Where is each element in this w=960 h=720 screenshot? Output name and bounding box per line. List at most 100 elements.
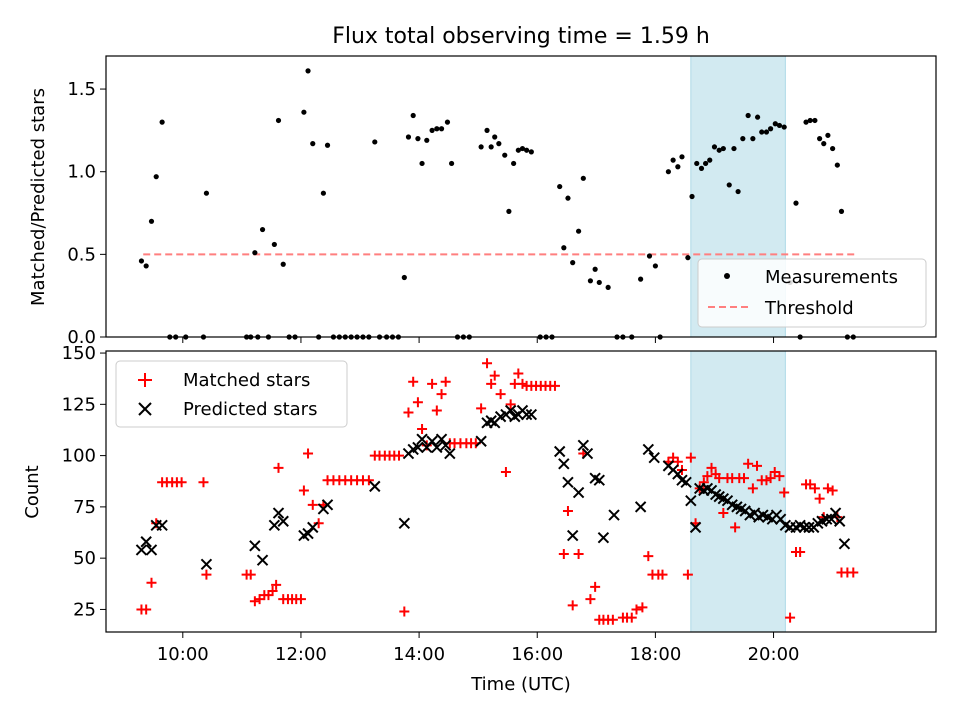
measurement-point [592, 266, 598, 272]
matched-star-point [743, 458, 754, 469]
measurement-point [372, 139, 378, 145]
bottom-plot-frame [105, 350, 937, 633]
predicted-star-point [302, 527, 314, 540]
y-tick-label: 150 [62, 343, 96, 364]
measurement-point [305, 68, 311, 74]
measurement-point [711, 144, 718, 150]
x-tick-label: 10:00 [157, 644, 209, 665]
matched-star-point [549, 380, 560, 391]
predicted-star-point [504, 404, 517, 417]
predicted-star-point [416, 433, 428, 445]
matched-star-point [500, 467, 511, 478]
measurements-legend-marker [724, 273, 730, 279]
predicted-star-point [562, 476, 574, 488]
matched-star-point [313, 518, 324, 529]
measurement-point [565, 195, 571, 201]
matched-star-point [198, 477, 209, 488]
predicted-star-point [838, 538, 851, 550]
measurement-point [652, 263, 658, 269]
predicted-star-point [634, 501, 647, 513]
predicted-star-point [572, 486, 585, 499]
matched-star-point [295, 594, 306, 605]
measurement-point [838, 208, 845, 214]
measurement-point [720, 145, 726, 152]
y-tick-label: 125 [62, 394, 96, 415]
matched-stars-legend-label: Matched stars [183, 370, 310, 391]
matched-star-point [427, 378, 438, 389]
measurement-point [825, 132, 831, 138]
matched-star-point [249, 596, 260, 607]
matched-star-point [779, 487, 790, 498]
y-tick-label: 50 [73, 548, 96, 569]
predicted-star-point [581, 447, 594, 460]
matched-star-point [682, 569, 693, 580]
measurement-point [759, 129, 765, 135]
measurement-point [448, 160, 455, 167]
bottom-legend-box [115, 360, 348, 428]
measurement-point [488, 144, 494, 150]
matched-star-point [585, 594, 596, 605]
matched-star-point [495, 389, 506, 400]
measurement-point [434, 126, 440, 132]
predicted-star-point [475, 435, 487, 447]
predicted-star-point [277, 515, 289, 527]
measurement-point [511, 160, 517, 167]
predicted-star-point [608, 509, 620, 521]
measurements-series [138, 68, 856, 340]
x-tick-label: 14:00 [393, 644, 445, 665]
predicted-stars-legend-marker [138, 402, 152, 416]
measurement-point [515, 147, 521, 153]
predicted-stars-series [135, 404, 851, 571]
matched-star-point [567, 600, 578, 611]
matched-star-point [489, 370, 500, 381]
measurement-point [812, 117, 818, 124]
measurement-point [807, 117, 813, 124]
matched-star-point [774, 471, 785, 482]
measurement-point [694, 160, 700, 167]
measurement-point [271, 241, 277, 248]
predicted-star-point [593, 474, 605, 486]
threshold-legend-label: Threshold [764, 298, 854, 319]
measurement-point [776, 122, 783, 129]
matched-star-point [809, 483, 820, 494]
predicted-star-point [272, 507, 285, 519]
measurement-point [280, 261, 286, 267]
matched-star-point [436, 389, 447, 400]
predicted-star-point [307, 521, 319, 534]
measurement-point [817, 136, 823, 142]
matched-star-point [408, 376, 419, 387]
measurement-point [203, 190, 210, 196]
measurement-point [301, 109, 307, 115]
predicted-star-point [369, 480, 381, 493]
predicted-star-point [553, 445, 566, 458]
measurement-point [506, 208, 512, 214]
measurement-point [502, 152, 508, 158]
bottom-panel: 25 50 75 100 125 150 10:00 12:00 14:00 16:00 18:0… [22, 343, 937, 695]
measurement-point [138, 258, 145, 264]
measurement-point [153, 174, 159, 180]
x-axis-label: Time (UTC) [470, 674, 571, 695]
matched-star-point [657, 569, 668, 580]
measurement-point [524, 147, 530, 153]
predicted-star-point [268, 519, 281, 532]
y-tick-label: 1.0 [67, 162, 96, 183]
matched-star-point [394, 450, 405, 461]
x-tick-label: 12:00 [275, 644, 327, 665]
measurement-point [781, 124, 787, 130]
y-tick-label: 1.5 [67, 79, 96, 100]
measurement-point [703, 160, 709, 167]
measurement-point [750, 136, 756, 142]
matched-stars-series [136, 358, 859, 625]
measurement-point [259, 226, 266, 233]
measurement-point [698, 165, 705, 171]
predicted-star-point [321, 499, 334, 511]
y-tick-label: 0.5 [67, 244, 96, 265]
measurement-point [772, 121, 778, 127]
measurement-point [496, 141, 502, 147]
measurement-point [803, 119, 809, 125]
predicted-star-point [439, 439, 452, 452]
x-tick-label: 20:00 [748, 644, 800, 665]
matched-star-point [558, 549, 569, 560]
measurement-point [763, 129, 770, 135]
matched-star-point [412, 397, 423, 408]
